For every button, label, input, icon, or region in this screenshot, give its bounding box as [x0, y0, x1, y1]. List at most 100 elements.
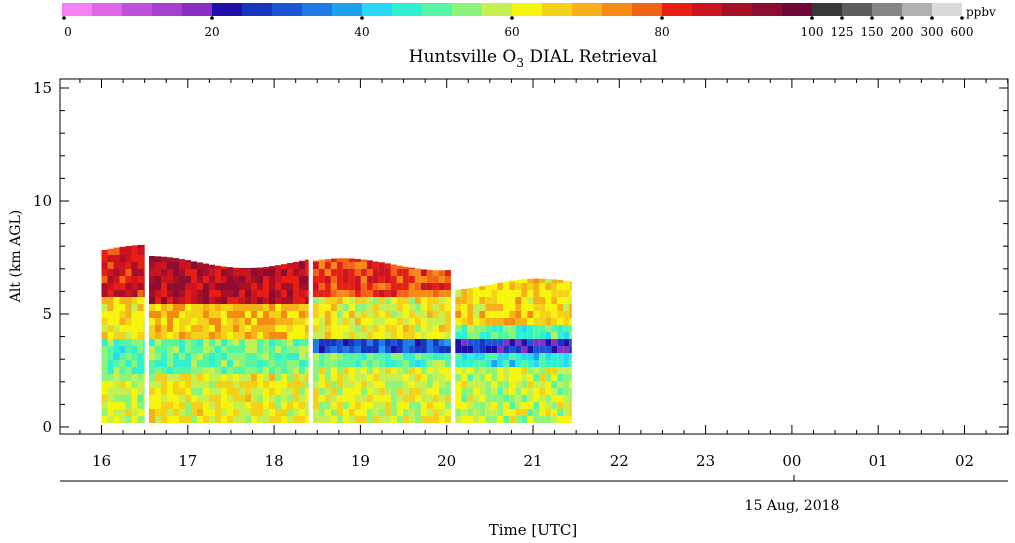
heatmap-cell	[426, 290, 433, 297]
plot-frame	[59, 78, 1009, 435]
heatmap-cell	[372, 388, 379, 395]
heatmap-cell	[143, 381, 145, 388]
heatmap-cell	[372, 261, 379, 262]
colorbar-unit-label: ppbv	[966, 5, 996, 19]
heatmap-cell	[239, 374, 245, 381]
heatmap-cell	[360, 269, 367, 276]
heatmap-cell	[354, 290, 361, 297]
heatmap-cell	[113, 346, 120, 353]
heatmap-cell	[275, 290, 281, 297]
heatmap-cell	[179, 402, 185, 409]
heatmap-cell	[467, 388, 474, 395]
heatmap-cell	[545, 278, 552, 283]
heatmap-cell	[390, 318, 397, 325]
heatmap-cell	[557, 374, 564, 381]
heatmap-cell	[527, 374, 534, 381]
heatmap-cell	[305, 409, 309, 416]
heatmap-cell	[131, 290, 138, 297]
heatmap-cell	[390, 297, 397, 304]
heatmap-cell	[173, 409, 179, 416]
heatmap-cell	[360, 409, 367, 416]
heatmap-cell	[461, 353, 468, 360]
colorbar-swatch	[152, 3, 182, 16]
heatmap-cell	[455, 304, 462, 311]
heatmap-cell	[251, 416, 257, 423]
heatmap-cell	[366, 304, 373, 311]
heatmap-cell	[372, 290, 379, 297]
heatmap-cell	[119, 325, 126, 332]
heatmap-cell	[209, 283, 215, 290]
heatmap-cell	[444, 374, 451, 381]
heatmap-cell	[239, 416, 245, 423]
heatmap-cell	[119, 304, 126, 311]
heatmap-cell	[444, 311, 451, 318]
heatmap-cell	[378, 311, 385, 318]
heatmap-cell	[161, 402, 167, 409]
x-axis-label: Time [UTC]	[489, 521, 578, 539]
heatmap-cell	[521, 381, 528, 388]
heatmap-cell	[167, 297, 173, 304]
heatmap-cell	[330, 318, 337, 325]
heatmap-cell	[396, 388, 403, 395]
heatmap-cell	[318, 353, 325, 360]
heatmap-cell	[402, 346, 409, 353]
heatmap-cell	[354, 360, 361, 367]
heatmap-cell	[167, 318, 173, 325]
heatmap-cell	[131, 360, 138, 367]
heatmap-cell	[444, 409, 451, 416]
heatmap-cell	[551, 409, 558, 416]
heatmap-cell	[473, 367, 480, 374]
heatmap-cell	[342, 276, 349, 283]
heatmap-cell	[203, 353, 209, 360]
heatmap-cell	[455, 367, 462, 374]
heatmap-cell	[455, 388, 462, 395]
heatmap-cell	[360, 395, 367, 402]
heatmap-cell	[539, 318, 546, 325]
heatmap-cell	[497, 353, 504, 360]
heatmap-cell	[366, 276, 373, 283]
heatmap-cell	[503, 283, 510, 290]
heatmap-cell	[107, 276, 114, 283]
heatmap-cell	[251, 388, 257, 395]
curtain-segment	[149, 256, 309, 423]
heatmap-cell	[497, 297, 504, 304]
heatmap-cell	[324, 283, 331, 290]
colorbar-swatch	[812, 3, 842, 16]
colorbar-tick-label: 100	[801, 25, 824, 39]
heatmap-cell	[293, 318, 299, 325]
heatmap-cell	[515, 318, 522, 325]
heatmap-cell	[257, 360, 263, 367]
heatmap-cell	[515, 395, 522, 402]
heatmap-cell	[438, 416, 445, 423]
heatmap-cell	[342, 409, 349, 416]
heatmap-cell	[101, 395, 108, 402]
heatmap-cell	[378, 346, 385, 353]
heatmap-cell	[137, 402, 144, 409]
heatmap-cell	[557, 339, 564, 346]
heatmap-cell	[149, 311, 155, 318]
heatmap-cell	[227, 276, 233, 283]
heatmap-cell	[545, 311, 552, 318]
heatmap-cell	[521, 395, 528, 402]
heatmap-cell	[527, 388, 534, 395]
heatmap-cell	[551, 367, 558, 374]
heatmap-cell	[432, 409, 439, 416]
heatmap-cell	[426, 311, 433, 318]
heatmap-cell	[366, 283, 373, 290]
heatmap-cell	[227, 304, 233, 311]
heatmap-cell	[485, 409, 492, 416]
heatmap-cell	[360, 346, 367, 353]
heatmap-cell	[318, 276, 325, 283]
heatmap-cell	[149, 374, 155, 381]
heatmap-cell	[318, 262, 325, 269]
heatmap-cell	[414, 290, 421, 297]
colorbar-swatch	[722, 3, 752, 16]
heatmap-cell	[161, 367, 167, 374]
heatmap-cell	[539, 381, 546, 388]
heatmap-cell	[149, 290, 155, 297]
heatmap-cell	[227, 395, 233, 402]
heatmap-cell	[257, 409, 263, 416]
heatmap-cell	[125, 395, 132, 402]
heatmap-cell	[263, 269, 269, 276]
heatmap-cell	[107, 290, 114, 297]
